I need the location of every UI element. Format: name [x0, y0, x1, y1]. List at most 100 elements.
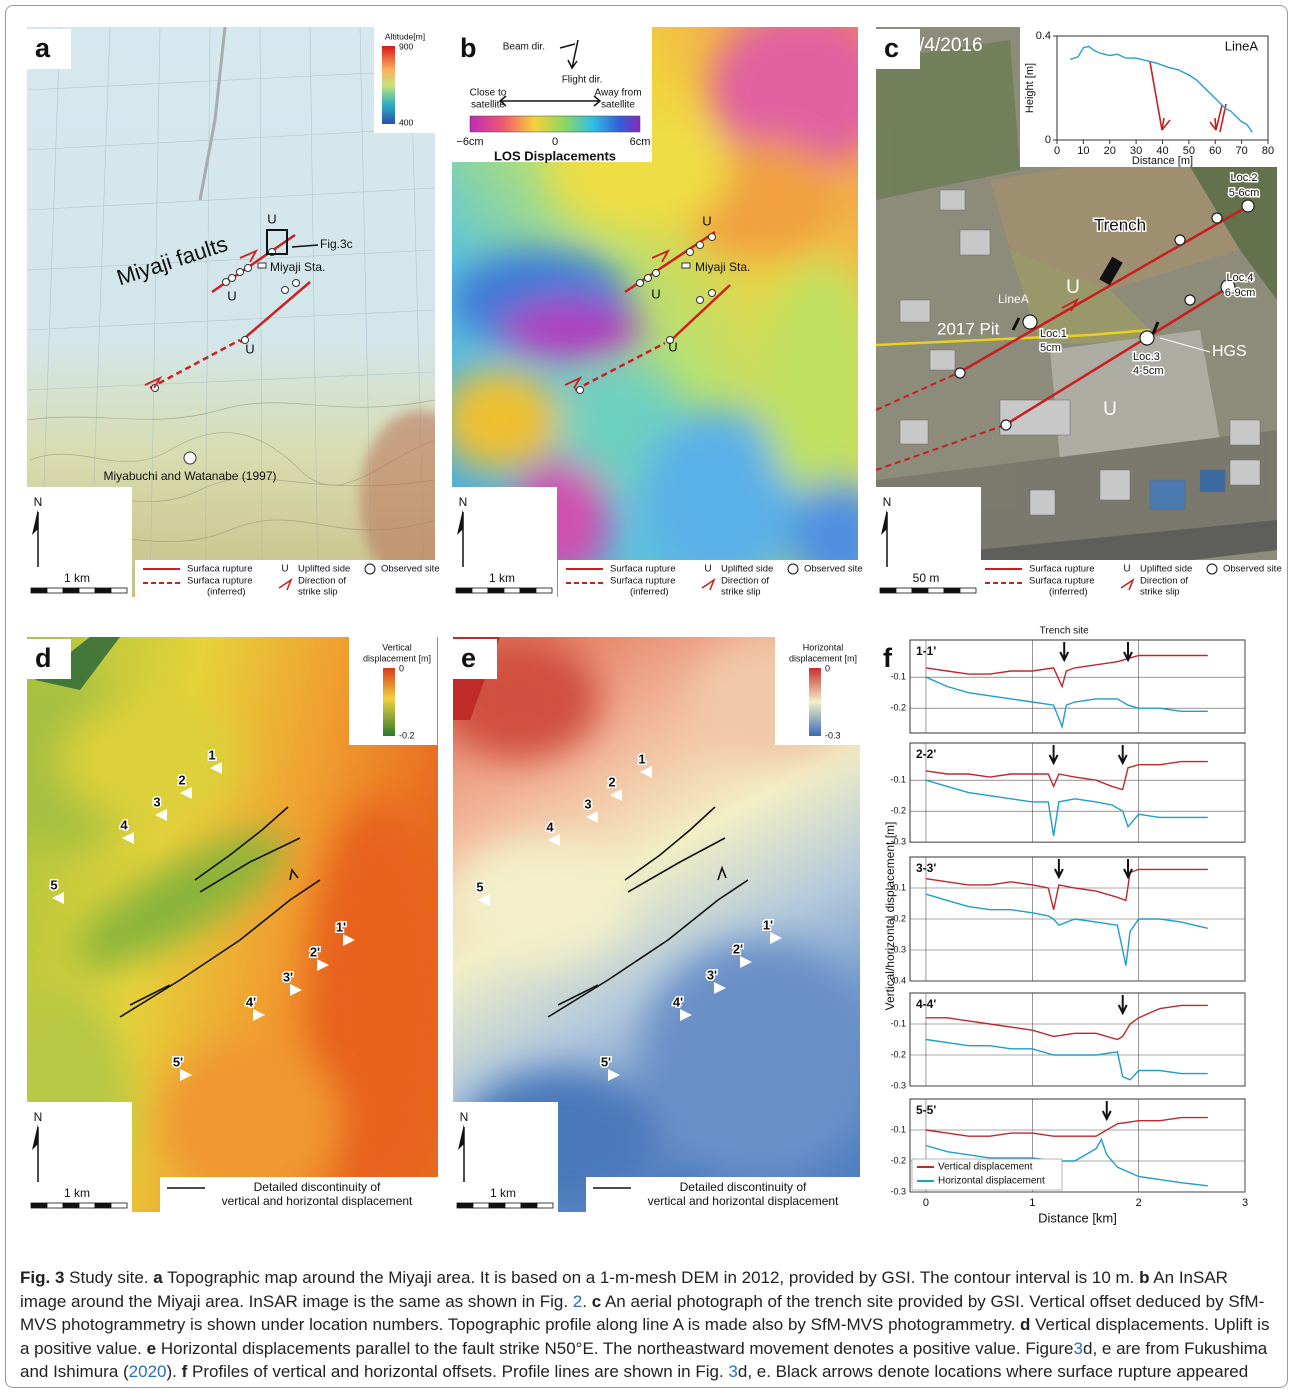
- colorbar: [809, 668, 821, 736]
- panel-letter: b: [460, 33, 477, 63]
- caption-plain: d, e. Black arrows denote locations wher…: [738, 1362, 1248, 1381]
- label: Direction of: [1140, 576, 1188, 587]
- scale-bar: [537, 1203, 553, 1208]
- panel-letter: c: [884, 33, 899, 63]
- label: Fig.3c: [320, 237, 353, 251]
- profile-marker-label: 5: [476, 879, 483, 894]
- scale-bar: [79, 1203, 95, 1208]
- panel-letter: f: [883, 643, 893, 673]
- profile-marker-label: 3': [283, 969, 293, 984]
- label: vertical and horizontal displacement: [222, 1194, 413, 1208]
- profile-marker-label: 4': [246, 994, 256, 1009]
- label: Surfaca rupture: [1029, 564, 1094, 575]
- plot-frame: [910, 640, 1245, 733]
- scale-bar: [521, 1203, 537, 1208]
- scale-bar: [928, 588, 944, 593]
- y-tick-label: -0.1: [890, 1124, 906, 1134]
- colorbar-title: displacement [m]: [363, 653, 431, 663]
- scale-bar: [31, 588, 47, 593]
- label: Uplifted side: [721, 564, 773, 575]
- x-tick-label: 20: [1104, 145, 1116, 157]
- label: Away from: [594, 88, 641, 99]
- profile-title: 1-1': [916, 644, 936, 658]
- caption-bold: d: [1020, 1315, 1030, 1334]
- y-axis-label: Vertical/horizontal displacement [m]: [883, 822, 897, 1011]
- profile-title: 3-3': [916, 861, 936, 875]
- scale-label: 50 m: [913, 571, 940, 585]
- x-tick-label: 70: [1236, 145, 1248, 157]
- colorbar: [383, 668, 395, 736]
- north-label: N: [34, 1110, 43, 1124]
- photo-date: 16/4/2016: [898, 35, 983, 56]
- caption-link[interactable]: 3: [1074, 1339, 1083, 1358]
- scale-label: 1 km: [489, 571, 515, 585]
- figure-caption: Fig. 3 Study site. a Topographic map aro…: [20, 1266, 1278, 1384]
- profile-marker-label: 2': [310, 944, 320, 959]
- colorbar-title: displacement [m]: [789, 653, 857, 663]
- scale-bar: [79, 588, 95, 593]
- caption-bold: e: [147, 1339, 156, 1358]
- label: U: [245, 341, 254, 356]
- label: Detailed discontinuity of: [254, 1180, 381, 1194]
- caption-link[interactable]: 3: [728, 1362, 737, 1381]
- y-tick-label: -0.2: [890, 1155, 906, 1165]
- label: Direction of: [298, 576, 346, 587]
- caption-plain: Horizontal displacements parallel to the…: [156, 1339, 1073, 1358]
- profile-marker-label: 1: [638, 751, 645, 766]
- x-tick-label: 80: [1262, 145, 1274, 157]
- colorbar-title: Vertical: [382, 642, 412, 652]
- label: U: [267, 211, 276, 226]
- panel-letter: a: [35, 33, 51, 63]
- scale-bar: [95, 1203, 111, 1208]
- label: Miyabuchi and Watanabe (1997): [104, 469, 277, 483]
- label: 2017 Pit: [937, 319, 1000, 338]
- label: Loc.3: [1133, 351, 1160, 363]
- label: satellite: [471, 100, 505, 111]
- north-label: N: [34, 495, 43, 509]
- profile-marker-label: 5: [50, 877, 57, 892]
- y-tick-label: -0.1: [890, 672, 906, 682]
- profile-marker-label: 5': [601, 1054, 611, 1069]
- label: 6cm: [630, 136, 651, 148]
- scale-bar: [63, 1203, 79, 1208]
- profile-marker-label: 4': [673, 994, 683, 1009]
- y-tick-label: -0.1: [890, 1018, 906, 1028]
- scale-bar: [536, 588, 552, 593]
- label: Beam dir.: [503, 42, 545, 53]
- scale-bar: [473, 1203, 489, 1208]
- figure: aAltitude[m]900400Miyaji faultsUUUFig.3c…: [0, 0, 1295, 1262]
- scale-label: 1 km: [490, 1186, 516, 1200]
- legend-label: Vertical displacement: [938, 1162, 1033, 1173]
- profile-marker-label: 2: [608, 774, 615, 789]
- profile-marker-label: 1': [336, 919, 346, 934]
- label: Observed site: [804, 564, 863, 575]
- x-tick-label: 0: [923, 1197, 929, 1209]
- colorbar-title: Horizontal: [803, 642, 844, 652]
- label: Direction of: [721, 576, 769, 587]
- label: strike slip: [721, 587, 761, 598]
- label: 4-5cm: [1133, 365, 1164, 377]
- caption-link[interactable]: 2020: [129, 1362, 167, 1381]
- label: strike slip: [298, 587, 338, 598]
- scale-bar: [960, 588, 976, 593]
- scale-bar: [520, 588, 536, 593]
- label: U: [1103, 399, 1117, 420]
- y-tick-label: -0.2: [890, 806, 906, 816]
- scale-bar: [505, 1203, 521, 1208]
- profile-marker-label: 1': [763, 917, 773, 932]
- label: LineA: [998, 292, 1029, 306]
- caption-bold: c: [592, 1292, 601, 1311]
- label: Miyaji Sta.: [695, 260, 750, 274]
- x-tick-label: 0: [1054, 145, 1060, 157]
- north-label: N: [460, 1110, 469, 1124]
- label: strike slip: [1140, 587, 1180, 598]
- label: Flight dir.: [562, 75, 603, 86]
- profile-marker-label: 2': [733, 941, 743, 956]
- caption-bold: Fig. 3: [20, 1268, 64, 1287]
- scale-bar: [912, 588, 928, 593]
- label: (inferred): [207, 587, 246, 598]
- colorbar-label: 0: [399, 663, 404, 673]
- scale-label: 1 km: [64, 571, 90, 585]
- caption-plain: ).: [167, 1362, 182, 1381]
- caption-link[interactable]: 2: [573, 1292, 582, 1311]
